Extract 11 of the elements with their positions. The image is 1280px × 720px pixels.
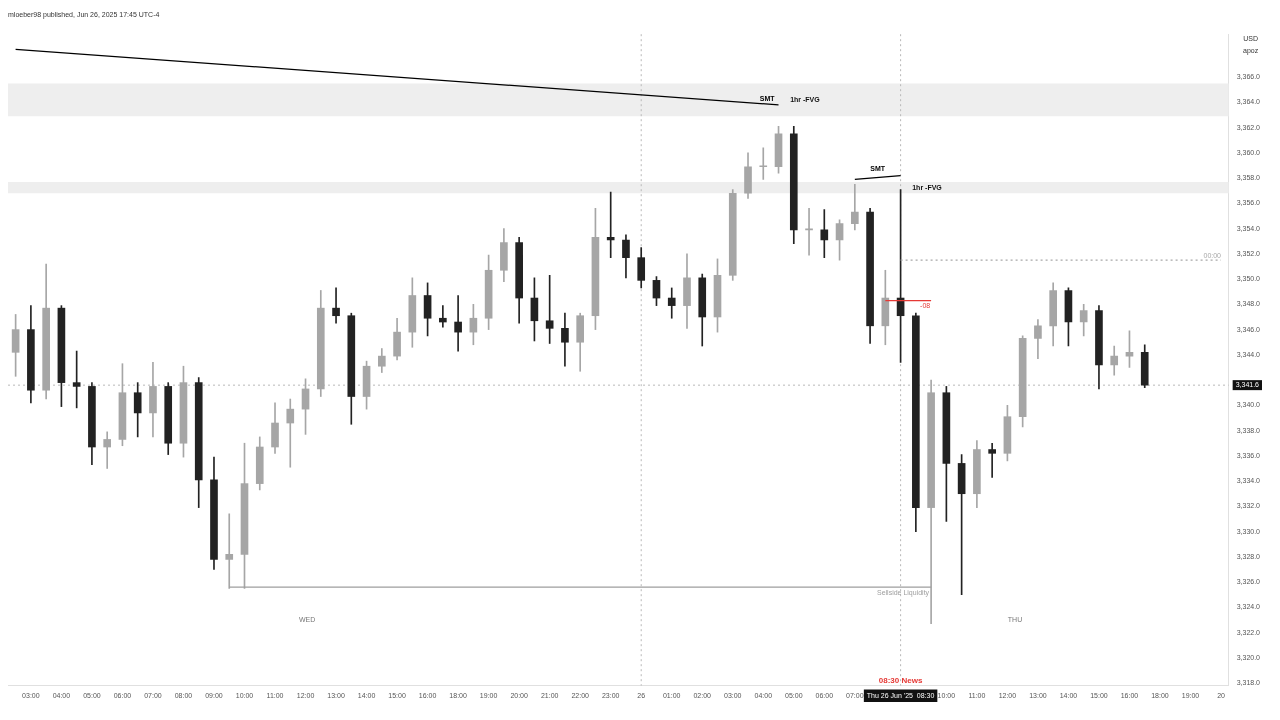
candlestick [820, 209, 829, 258]
candlestick [759, 147, 768, 180]
candlestick [439, 305, 447, 328]
candlestick [332, 287, 340, 324]
candlestick [454, 295, 462, 352]
candlestick [286, 398, 295, 468]
candlestick [606, 191, 615, 258]
candlestick [103, 431, 112, 469]
candlestick [988, 442, 996, 478]
ref-line-label: 08:30 News [878, 675, 923, 685]
candlestick [667, 287, 676, 319]
